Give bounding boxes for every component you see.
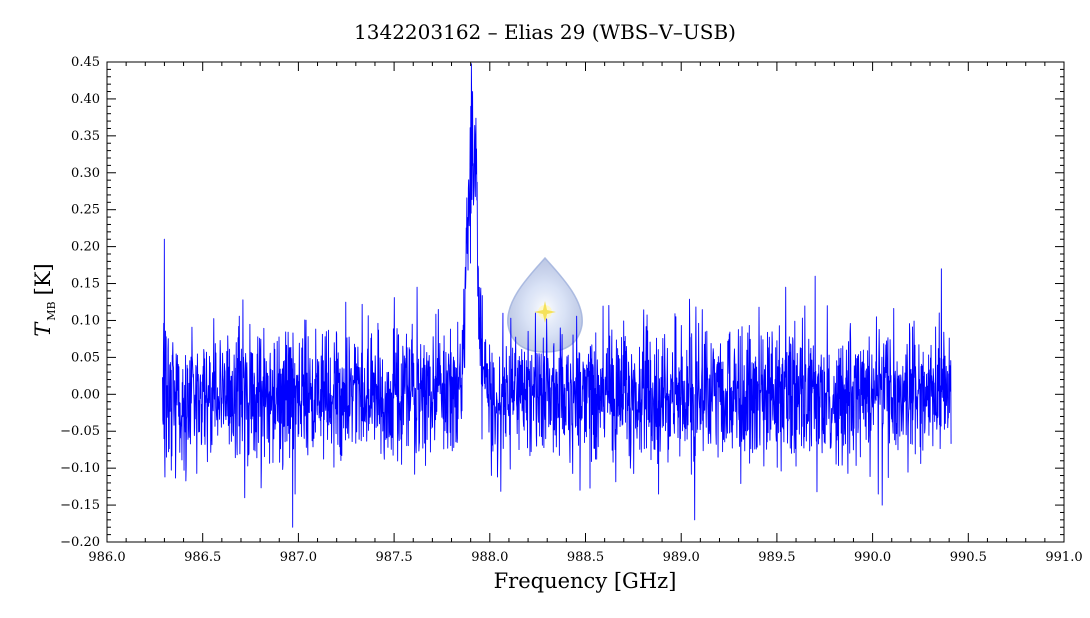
x-tick-label: 989.5 [758, 550, 795, 565]
x-tick-label: 987.0 [280, 550, 317, 565]
plot-frame [106, 61, 1065, 543]
spectrum-series [162, 63, 952, 528]
y-tick-label: −0.15 [60, 498, 100, 513]
x-tick-label: 986.5 [184, 550, 221, 565]
x-axis-ticks: 986.0 986.5 987.0 987.5 988.0 988.5 989.0 989.5… [88, 62, 1083, 565]
y-axis-subscript: MB [45, 301, 58, 320]
y-tick-label: 0.25 [71, 203, 100, 218]
y-axis-title: TMB [K] [31, 263, 58, 336]
y-tick-label: 0.20 [71, 240, 100, 255]
svg-text:TMB[K]: TMB [K] [31, 263, 58, 336]
y-axis-ticks: −0.20 −0.15 −0.10 −0.05 0.00 0.05 0.10 0.15 0.20… [60, 55, 1064, 550]
y-tick-label: 0.35 [71, 129, 100, 144]
x-tick-label: 990.5 [950, 550, 987, 565]
y-tick-label: −0.10 [60, 461, 100, 476]
chart-title: 1342203162 – Elias 29 (WBS–V–USB) [354, 20, 736, 44]
y-tick-label: 0.45 [71, 55, 100, 70]
series-line [162, 63, 952, 528]
x-tick-label: 989.0 [663, 550, 700, 565]
y-tick-label: 0.30 [71, 166, 100, 181]
y-tick-label: −0.05 [60, 424, 100, 439]
x-tick-label: 991.0 [1045, 550, 1082, 565]
y-tick-label: 0.10 [71, 313, 100, 328]
x-tick-label: 990.0 [854, 550, 891, 565]
x-tick-label: 988.0 [471, 550, 508, 565]
x-tick-label: 987.5 [375, 550, 412, 565]
y-tick-label: 0.15 [71, 277, 100, 292]
y-tick-label: −0.20 [60, 535, 100, 550]
x-tick-label: 988.5 [567, 550, 604, 565]
y-tick-label: 0.00 [71, 387, 100, 402]
hifish-logo [507, 256, 583, 353]
x-tick-label: 986.0 [88, 550, 125, 565]
y-tick-label: 0.40 [71, 92, 100, 107]
y-tick-label: 0.05 [71, 350, 100, 365]
logo-star-icon [534, 301, 556, 323]
y-axis-symbol: T [31, 321, 55, 337]
x-axis-title: Frequency [GHz] [494, 569, 677, 593]
y-axis-unit: [K] [31, 263, 55, 295]
